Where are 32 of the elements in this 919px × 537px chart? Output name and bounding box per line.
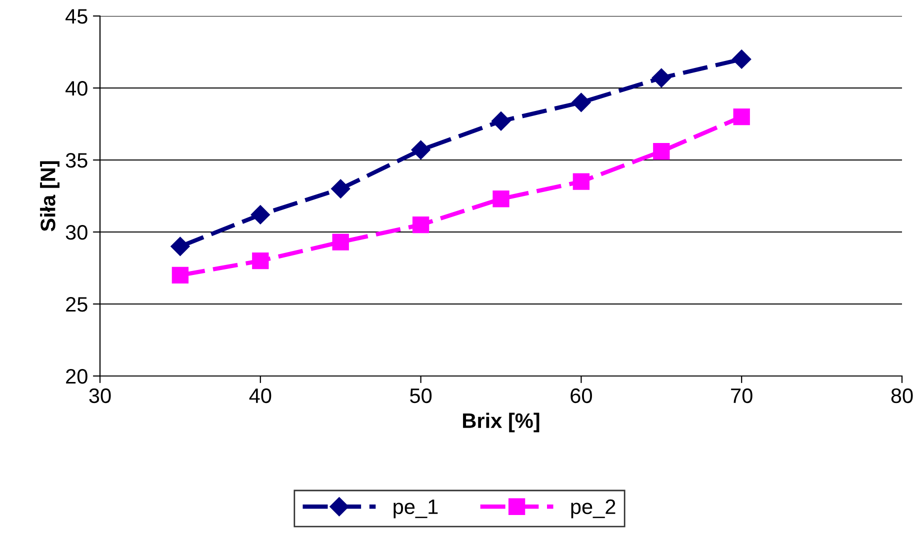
point [572,92,591,112]
point [411,140,430,160]
point [332,234,349,250]
x-tick-label: 70 [731,388,752,404]
point [653,143,670,160]
point [252,252,269,270]
x-tick-label: 40 [249,388,272,404]
point [652,68,671,88]
point [732,50,752,69]
y-tick-label: 20 [66,369,88,384]
x-tick-label: 80 [891,388,913,404]
point [250,205,270,224]
point [331,179,350,198]
point [491,112,511,131]
y-tick-label: 45 [66,9,88,24]
point [572,173,590,190]
y-axis-title: Siła [N] [40,161,60,232]
point [170,236,190,256]
point [492,190,510,208]
legend-label: pe_1 [394,500,438,518]
y-tick-label: 25 [66,297,88,312]
x-axis-title: Brix [%] [463,412,540,432]
point [412,216,430,234]
x-tick-label: 30 [89,388,111,404]
y-tick-label: 30 [66,225,88,240]
point [733,108,750,126]
y-tick-label: 35 [66,153,88,168]
x-tick-label: 50 [410,388,432,404]
x-tick-label: 60 [570,388,592,404]
point [172,266,189,284]
y-tick-label: 40 [66,81,88,96]
legend-label: pe_2 [571,499,616,518]
